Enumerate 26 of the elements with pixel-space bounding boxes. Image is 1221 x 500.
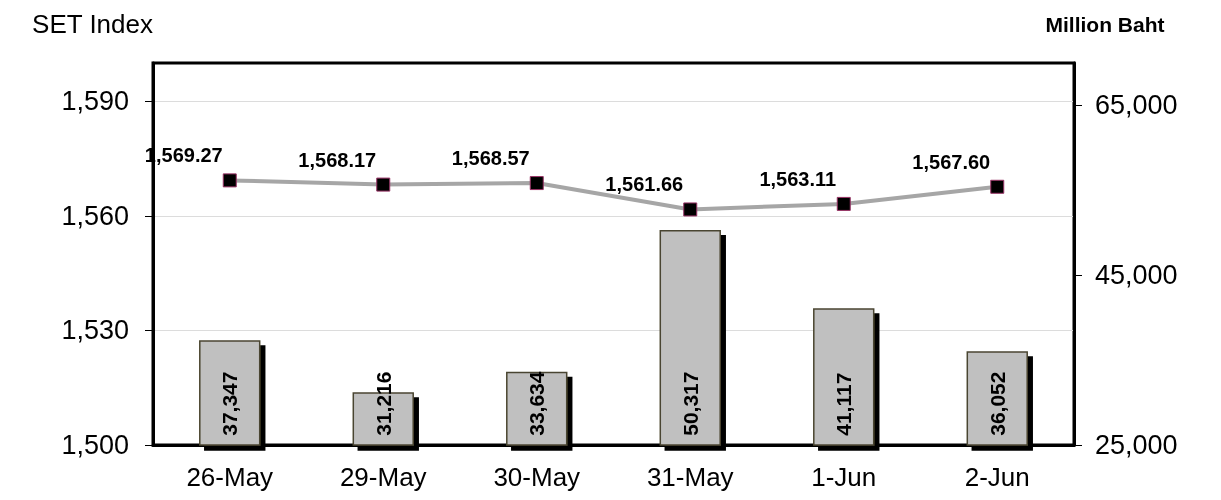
x-tick-label: 26-May <box>186 462 274 492</box>
data-label: 33,634 <box>525 371 549 436</box>
data-label: 37,347 <box>218 371 242 436</box>
data-label: 1,568.17 <box>298 148 377 171</box>
y2-tick-label: 45,000 <box>1095 260 1178 291</box>
y2-axis-title: Million Baht <box>1045 13 1165 36</box>
x-tick-label: 2-Jun <box>964 462 1030 492</box>
data-label: 41,117 <box>832 372 856 436</box>
x-tick-label: 1-Jun <box>811 462 877 492</box>
data-label: 1,568.57 <box>451 147 530 170</box>
data-label: 31,216 <box>371 371 395 436</box>
x-tick-label: 29-May <box>339 462 427 492</box>
y2-tick-label: 25,000 <box>1095 430 1178 460</box>
y-axis-title: SET Index <box>32 9 153 39</box>
x-tick-label: 31-May <box>646 462 734 492</box>
data-label: 36,052 <box>985 371 1009 436</box>
data-label: 1,561.66 <box>605 173 684 196</box>
y-tick-label: 1,590 <box>61 86 129 117</box>
y-tick-label: 1,560 <box>61 200 129 231</box>
data-label: 1,563.11 <box>759 167 837 190</box>
y2-tick-label: 65,000 <box>1095 90 1178 121</box>
y-tick-label: 1,530 <box>61 315 129 346</box>
data-label: 50,317 <box>678 371 702 436</box>
y-tick-label: 1,500 <box>61 430 129 460</box>
data-label: 1,567.60 <box>912 150 991 173</box>
x-tick-label: 30-May <box>493 462 581 492</box>
